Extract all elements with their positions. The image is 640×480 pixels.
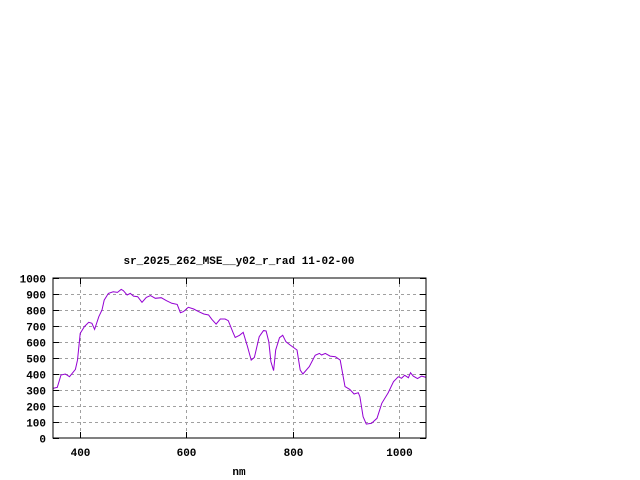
- series-line: [52, 288, 427, 425]
- grid: [53, 278, 426, 438]
- y-tick-label: 100: [26, 419, 46, 431]
- x-axis-label: nm: [232, 467, 246, 479]
- x-tick-label: 400: [71, 448, 91, 460]
- y-tick-label: 0: [39, 435, 46, 447]
- axis-ticks: 0 100 200 300 400 500 600 700 800 900 1000 400 600 80…: [20, 275, 426, 460]
- y-tick-label: 500: [26, 355, 46, 367]
- x-tick-label: 800: [284, 448, 304, 460]
- x-tick-label: 1000: [386, 448, 412, 460]
- y-tick-label: 600: [26, 339, 46, 351]
- y-tick-label: 200: [26, 403, 46, 415]
- chart-title: sr_2025_262_MSE__y02_r_rad 11-02-00: [123, 256, 354, 268]
- y-tick-label: 800: [26, 307, 46, 319]
- y-tick-label: 700: [26, 323, 46, 335]
- plot-frame: [52, 277, 427, 439]
- x-tick-label: 600: [177, 448, 197, 460]
- y-tick-label: 400: [26, 371, 46, 383]
- y-tick-label: 1000: [20, 275, 46, 287]
- y-tick-label: 900: [26, 291, 46, 303]
- y-tick-label: 300: [26, 387, 46, 399]
